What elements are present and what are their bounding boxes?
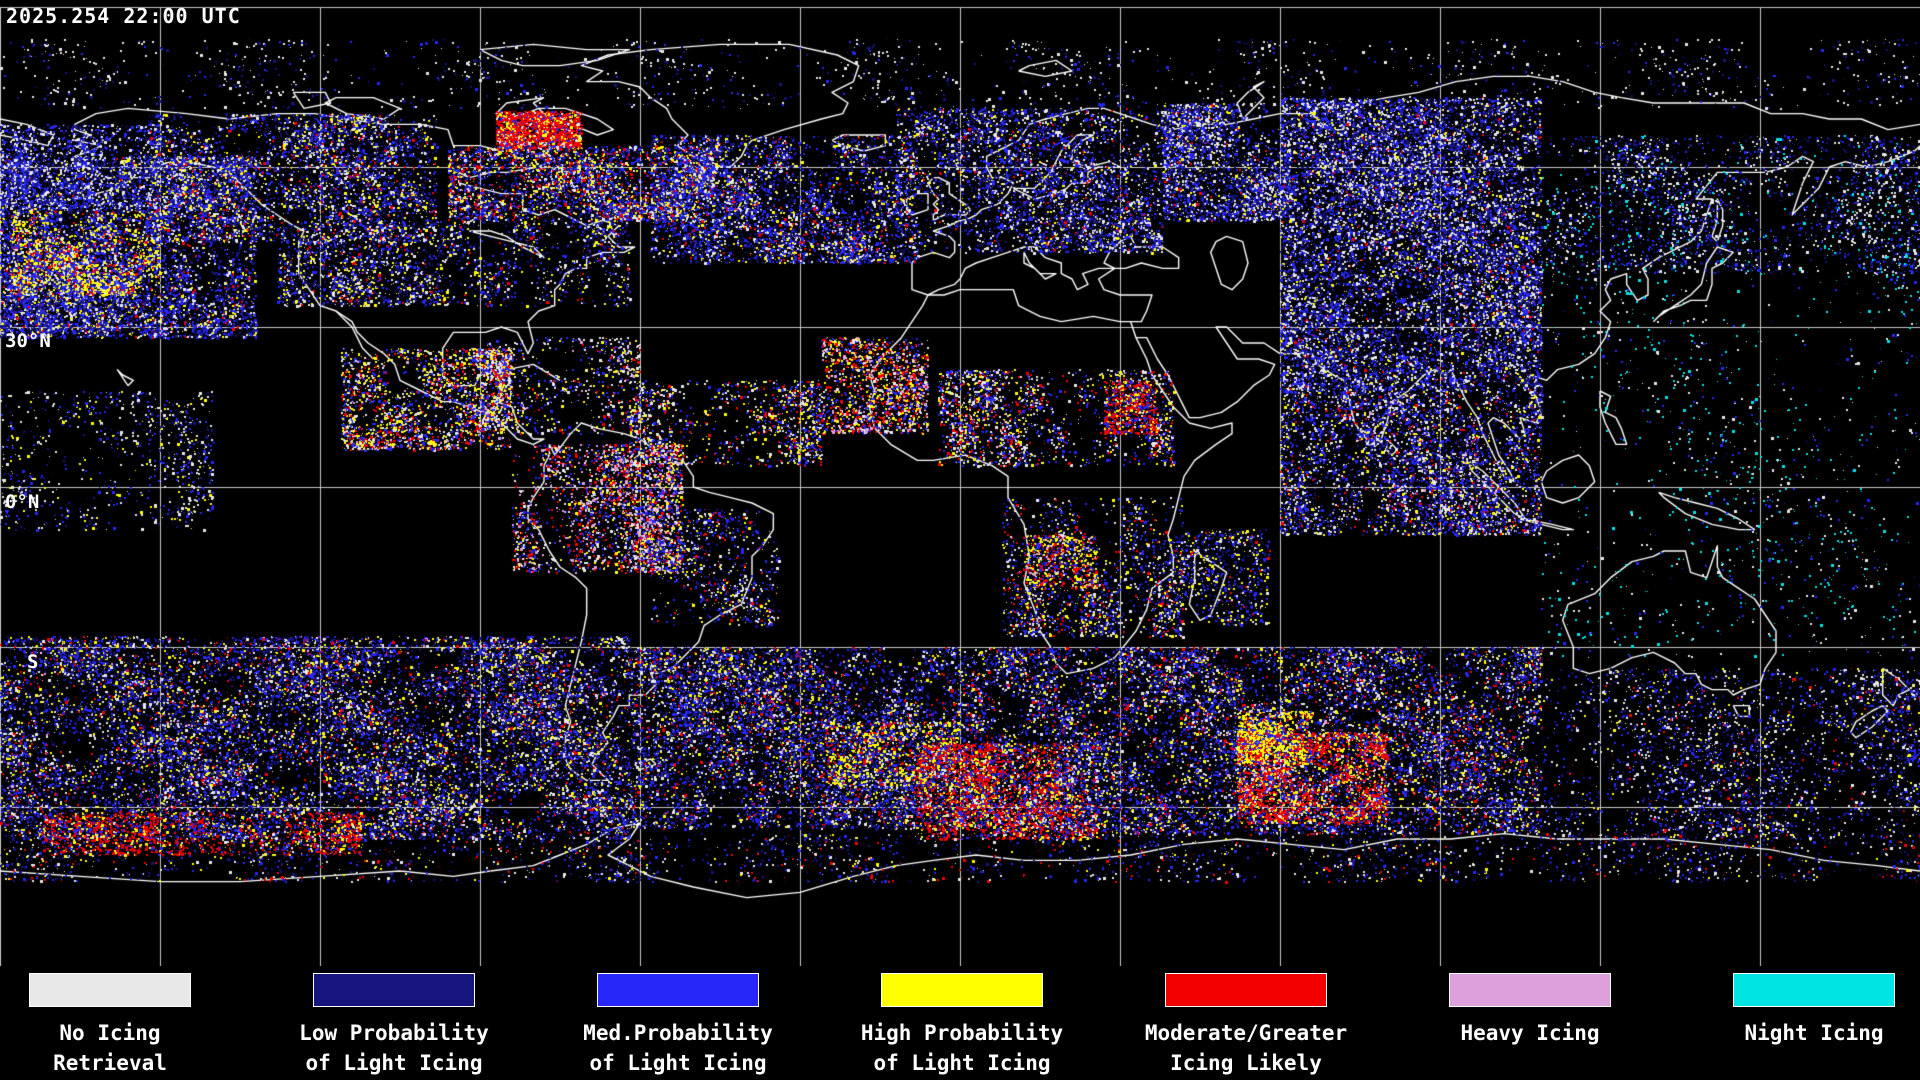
legend-item-heavy-icing: Heavy Icing [1388,966,1672,1048]
legend-swatch-night-icing [1733,973,1895,1007]
legend-label-line: of Light Icing [873,1051,1051,1075]
legend-item-no-icing: No Icing Retrieval [0,966,252,1078]
legend-label-line: Heavy Icing [1460,1021,1600,1045]
world-map-canvas [0,0,1920,966]
lat-label-0n: 0°N [5,491,40,513]
legend-item-night-icing: Night Icing [1672,966,1920,1048]
legend-item-high-prob: High Probability of Light Icing [820,966,1104,1078]
timestamp-label: 2025.254 22:00 UTC [6,4,241,28]
lat-label-30s: S [27,651,39,673]
legend-label-line: of Light Icing [305,1051,483,1075]
legend-label-line: Med.Probability [583,1021,773,1045]
legend-bar: No Icing Retrieval Low Probability of Ligh… [0,966,1920,1080]
legend-item-moderate-greater: Moderate/Greater Icing Likely [1104,966,1388,1078]
legend-swatch-high-prob [881,973,1043,1007]
legend-swatch-moderate-greater [1165,973,1327,1007]
legend-label-line: No Icing [59,1021,161,1045]
legend-label-line: High Probability [860,1021,1064,1045]
legend-swatch-med-prob [597,973,759,1007]
legend-item-low-prob: Low Probability of Light Icing [252,966,536,1078]
legend-label-line: Retrieval [53,1051,167,1075]
legend-label-line: Low Probability [299,1021,489,1045]
lat-label-30n: 30°N [5,330,51,352]
legend-label-line: Moderate/Greater [1144,1021,1348,1045]
legend-label-line: Icing Likely [1170,1051,1322,1075]
legend-label-line: Night Icing [1744,1021,1884,1045]
legend-label-line: of Light Icing [589,1051,767,1075]
legend-swatch-no-icing [29,973,191,1007]
legend-item-med-prob: Med.Probability of Light Icing [536,966,820,1078]
legend-swatch-low-prob [313,973,475,1007]
legend-swatch-heavy-icing [1449,973,1611,1007]
